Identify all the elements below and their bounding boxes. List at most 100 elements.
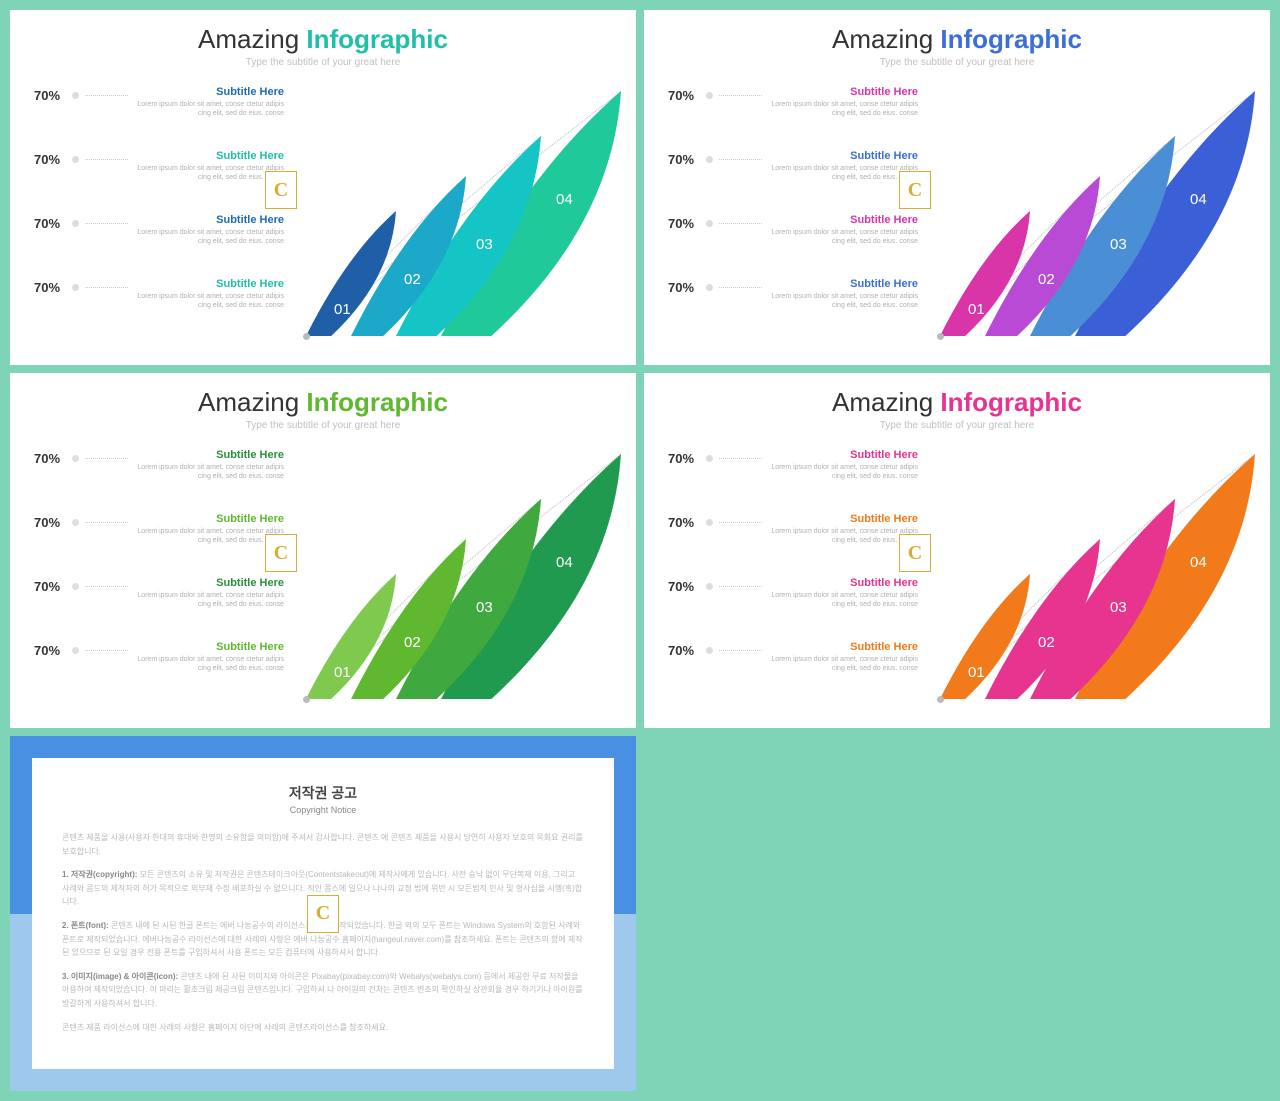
watermark-logo-icon: C [265,534,297,572]
connector-line [85,287,128,288]
connector-line [85,522,128,523]
petal-number-2: 02 [404,634,421,651]
item-subtitle: Subtitle Here [134,150,284,162]
percentage-label: 70% [34,150,70,167]
title-word-2: Infographic [940,387,1082,417]
petal-1 [306,211,396,336]
item-subtitle: Subtitle Here [768,641,918,653]
petal-number-1: 01 [968,301,985,318]
petal-chart: 01020304 [306,76,606,336]
copyright-subtitle: Copyright Notice [62,805,584,815]
panel-content: 70% Subtitle Here Lorem ipsum dolor sit … [10,76,636,346]
label-text: Subtitle Here Lorem ipsum dolor sit amet… [768,449,918,481]
label-text: Subtitle Here Lorem ipsum dolor sit amet… [768,513,918,545]
label-row: 70% Subtitle Here Lorem ipsum dolor sit … [34,577,284,619]
label-text: Subtitle Here Lorem ipsum dolor sit amet… [768,278,918,310]
petal-1 [940,574,1030,699]
connector-dot-icon [706,220,713,227]
percentage-label: 70% [34,278,70,295]
label-text: Subtitle Here Lorem ipsum dolor sit amet… [768,577,918,609]
item-description: Lorem ipsum dolor sit amet, conse ctetur… [768,100,918,118]
copyright-body: 콘텐츠 제품을 사용(사용자 한대의 휴대와 한명의 소유함을 의미함)에 주셔… [62,831,584,1034]
connector-line [719,159,762,160]
item-subtitle: Subtitle Here [768,86,918,98]
item-description: Lorem ipsum dolor sit amet, conse ctetur… [768,527,918,545]
item-description: Lorem ipsum dolor sit amet, conse ctetur… [134,228,284,246]
percentage-label: 70% [668,86,704,103]
connector-line [719,458,762,459]
petal-number-2: 02 [1038,271,1055,288]
label-row: 70% Subtitle Here Lorem ipsum dolor sit … [668,513,918,555]
item-subtitle: Subtitle Here [134,449,284,461]
label-text: Subtitle Here Lorem ipsum dolor sit amet… [134,641,284,673]
label-row: 70% Subtitle Here Lorem ipsum dolor sit … [34,641,284,683]
connector-dot-icon [72,284,79,291]
petal-number-2: 02 [404,271,421,288]
title-word-1: Amazing [832,387,940,417]
connector-dot-icon [706,647,713,654]
item-description: Lorem ipsum dolor sit amet, conse ctetur… [768,463,918,481]
item-subtitle: Subtitle Here [768,278,918,290]
petal-number-3: 03 [1110,599,1127,616]
connector-line [719,95,762,96]
panel-title: Amazing Infographic [644,387,1270,418]
watermark-logo-icon: C [899,534,931,572]
connector-line [85,650,128,651]
connector-line [719,522,762,523]
panel-1: Amazing Infographic Type the subtitle of… [10,10,636,365]
item-subtitle: Subtitle Here [768,150,918,162]
panel-title: Amazing Infographic [10,387,636,418]
connector-line [719,287,762,288]
label-row: 70% Subtitle Here Lorem ipsum dolor sit … [668,577,918,619]
connector-dot-icon [706,156,713,163]
watermark-logo-icon: C [265,171,297,209]
label-column: 70% Subtitle Here Lorem ipsum dolor sit … [668,449,918,705]
slide-grid: Amazing Infographic Type the subtitle of… [0,0,1280,1101]
panel-copyright: 저작권 공고 Copyright Notice 콘텐츠 제품을 사용(사용자 한… [10,736,636,1091]
panel-subtitle: Type the subtitle of your great here [644,57,1270,68]
item-subtitle: Subtitle Here [134,278,284,290]
item-description: Lorem ipsum dolor sit amet, conse ctetur… [768,228,918,246]
petal-chart: 01020304 [940,439,1240,699]
panel-subtitle: Type the subtitle of your great here [644,420,1270,431]
percentage-label: 70% [34,641,70,658]
connector-line [85,95,128,96]
label-row: 70% Subtitle Here Lorem ipsum dolor sit … [34,214,284,256]
origin-dot-icon [937,696,944,703]
label-row: 70% Subtitle Here Lorem ipsum dolor sit … [668,449,918,491]
petal-number-3: 03 [1110,236,1127,253]
panel-content: 70% Subtitle Here Lorem ipsum dolor sit … [644,439,1270,709]
copyright-p1: 콘텐츠 제품을 사용(사용자 한대의 휴대와 한명의 소유함을 의미함)에 주셔… [62,831,584,858]
label-text: Subtitle Here Lorem ipsum dolor sit amet… [134,449,284,481]
label-text: Subtitle Here Lorem ipsum dolor sit amet… [134,278,284,310]
item-description: Lorem ipsum dolor sit amet, conse ctetur… [134,527,284,545]
label-text: Subtitle Here Lorem ipsum dolor sit amet… [768,150,918,182]
percentage-label: 70% [668,449,704,466]
label-text: Subtitle Here Lorem ipsum dolor sit amet… [768,641,918,673]
label-row: 70% Subtitle Here Lorem ipsum dolor sit … [34,150,284,192]
label-text: Subtitle Here Lorem ipsum dolor sit amet… [768,214,918,246]
connector-line [85,586,128,587]
item-description: Lorem ipsum dolor sit amet, conse ctetur… [768,655,918,673]
label-row: 70% Subtitle Here Lorem ipsum dolor sit … [668,150,918,192]
title-word-2: Infographic [306,24,448,54]
connector-dot-icon [706,519,713,526]
panel-empty [644,736,1270,1091]
petal-number-1: 01 [334,664,351,681]
item-description: Lorem ipsum dolor sit amet, conse ctetur… [134,655,284,673]
petal-number-1: 01 [968,664,985,681]
connector-line [85,159,128,160]
title-word-2: Infographic [306,387,448,417]
label-text: Subtitle Here Lorem ipsum dolor sit amet… [134,577,284,609]
copyright-p5: 콘텐츠 제품 라이선스에 대한 사례의 사항은 홈페이지 아단에 사례의 콘텐츠… [62,1021,584,1035]
label-column: 70% Subtitle Here Lorem ipsum dolor sit … [668,86,918,342]
label-row: 70% Subtitle Here Lorem ipsum dolor sit … [668,214,918,256]
percentage-label: 70% [34,513,70,530]
label-row: 70% Subtitle Here Lorem ipsum dolor sit … [34,449,284,491]
petal-number-4: 04 [556,554,573,571]
item-subtitle: Subtitle Here [134,513,284,525]
percentage-label: 70% [668,150,704,167]
percentage-label: 70% [34,214,70,231]
percentage-label: 70% [668,577,704,594]
label-text: Subtitle Here Lorem ipsum dolor sit amet… [134,214,284,246]
